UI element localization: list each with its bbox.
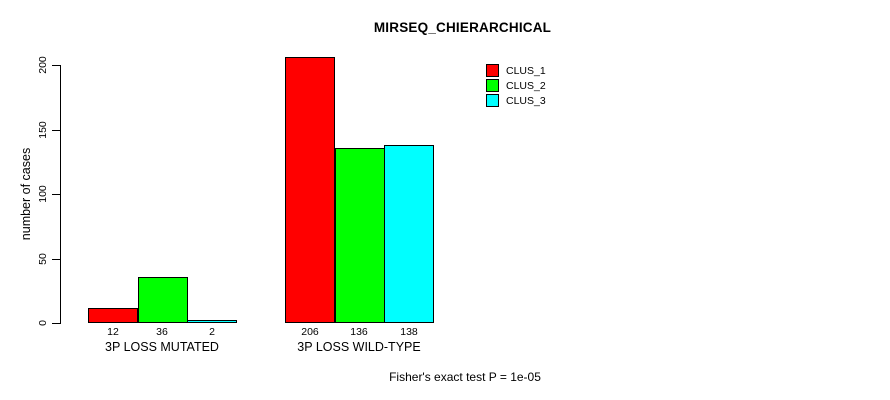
legend-swatch-clus_2	[486, 79, 499, 92]
bar-value-label: 206	[301, 326, 319, 338]
y-axis-tick-label: 150	[37, 120, 49, 139]
legend-label: CLUS_1	[506, 64, 546, 77]
legend-label: CLUS_2	[506, 79, 546, 92]
legend: CLUS_1 CLUS_2 CLUS_3	[486, 63, 546, 108]
bar-value-label: 12	[107, 326, 119, 338]
bar-clus_2-group1	[138, 277, 188, 323]
annotation-text: Fisher's exact test P = 1e-05	[389, 370, 541, 384]
legend-item-clus_2: CLUS_2	[486, 78, 546, 93]
y-axis-tick	[52, 258, 60, 260]
bar-value-label: 138	[400, 326, 418, 338]
legend-swatch-clus_1	[486, 64, 499, 77]
bar-value-label: 136	[350, 326, 368, 338]
y-axis-tick-label: 100	[37, 185, 49, 203]
bar-value-label: 36	[156, 326, 168, 338]
y-axis-tick	[52, 194, 60, 195]
y-axis-tick-label: 50	[37, 252, 49, 265]
bar-value-label: 2	[209, 326, 215, 338]
legend-label: CLUS_3	[506, 94, 546, 107]
bar-clus_1-group1	[88, 308, 138, 323]
bar-clus_3-group2	[384, 145, 434, 323]
bar-clus_3-group1	[187, 320, 237, 323]
bar-clus_1-group2	[285, 57, 335, 323]
y-axis-tick-label: 0	[37, 320, 49, 326]
bar-clus_2-group2	[335, 148, 385, 323]
y-axis-tick	[52, 129, 60, 131]
y-axis-tick	[52, 65, 60, 66]
x-axis-category-label: 3P LOSS WILD-TYPE	[297, 340, 421, 354]
y-axis-line	[60, 65, 61, 324]
x-axis-category-label: 3P LOSS MUTATED	[105, 340, 219, 354]
chart-title: MIRSEQ_CHIERARCHICAL	[373, 20, 552, 35]
legend-item-clus_3: CLUS_3	[486, 93, 546, 108]
y-axis-tick	[52, 323, 60, 324]
legend-swatch-clus_3	[486, 94, 499, 107]
legend-item-clus_1: CLUS_1	[486, 63, 546, 78]
y-axis-tick-label: 200	[37, 56, 49, 74]
